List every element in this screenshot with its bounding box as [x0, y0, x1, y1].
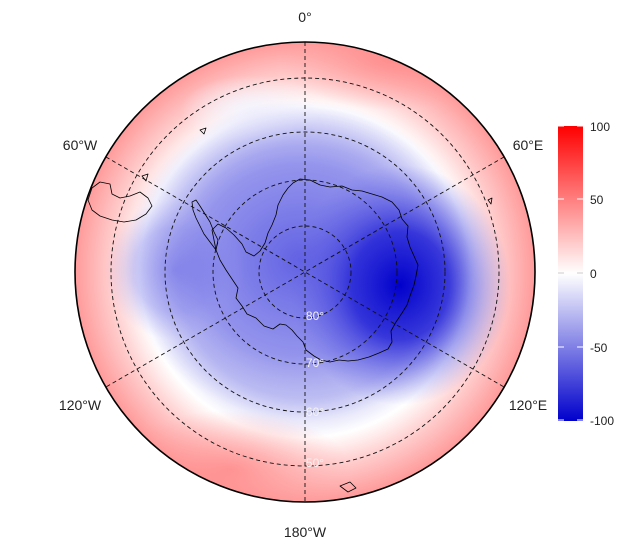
lat-label-80: 80° [306, 309, 324, 323]
map-outline [74, 41, 536, 503]
lon-label-180w: 180°W [284, 524, 327, 540]
anomaly-field [75, 42, 535, 502]
colorbar-tick-0: 0 [590, 267, 597, 281]
colorbar-tick-minus-50: -50 [590, 341, 608, 355]
lat-circle-70 [212, 179, 398, 365]
colorbar-tick-100: 100 [590, 120, 610, 134]
lat-circle-60 [164, 131, 446, 413]
antarctica-coastline [211, 178, 419, 363]
lon-label-60w: 60°W [63, 137, 98, 153]
antarctic-peninsula [191, 199, 219, 251]
island-3 [339, 481, 357, 493]
graticule [105, 42, 505, 502]
coastlines [87, 127, 493, 493]
island-4 [487, 197, 493, 205]
colorbar: 100 50 0 -50 -100 [558, 120, 614, 428]
lon-label-120w: 120°W [59, 397, 102, 413]
colorbar-tick-50: 50 [590, 193, 604, 207]
island-2 [141, 173, 149, 182]
lat-label-50: 50° [306, 456, 324, 470]
lon-label-0: 0° [298, 9, 311, 25]
colorbar-tick-minus-100: -100 [590, 414, 614, 428]
island-1 [199, 127, 207, 135]
lon-label-120e: 120°E [509, 397, 547, 413]
lon-label-60e: 60°E [513, 137, 544, 153]
lat-label-60: 60° [306, 405, 324, 419]
south-america-tip [87, 181, 153, 223]
lat-label-70: 70° [306, 356, 324, 370]
